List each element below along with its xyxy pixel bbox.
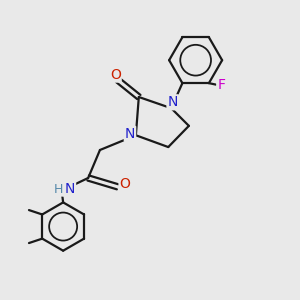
Text: O: O <box>110 68 121 82</box>
Text: H: H <box>54 183 63 196</box>
Text: N: N <box>125 127 135 141</box>
Text: N: N <box>167 95 178 109</box>
Text: F: F <box>217 78 225 92</box>
Text: N: N <box>65 182 75 196</box>
Text: O: O <box>119 177 130 191</box>
